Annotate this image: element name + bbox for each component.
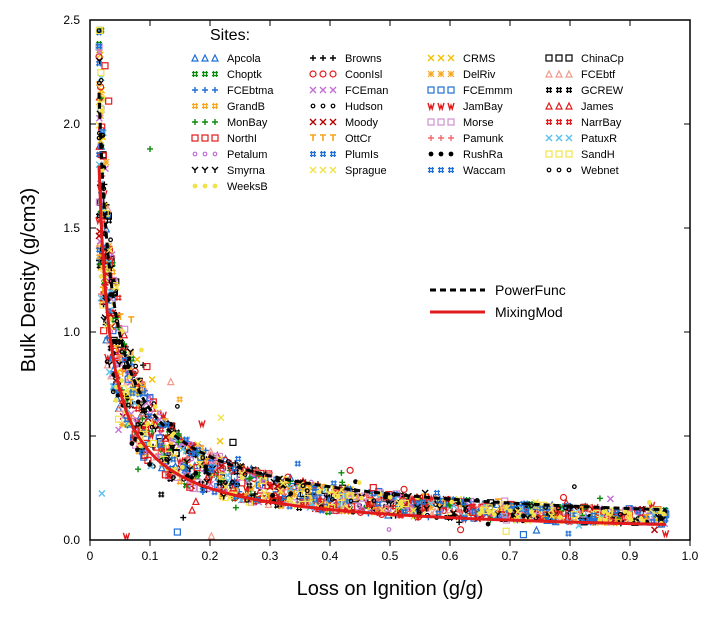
legend-item: JamBay — [428, 101, 503, 113]
sites-legend: Sites: Apcola Browns CRMS ChinaCp Choptk CoonI… — [192, 27, 624, 193]
legend-label: FCEbtma — [227, 85, 274, 97]
legend-label: Smyrna — [227, 165, 266, 177]
curve-legend: PowerFunc MixingMod — [430, 282, 566, 320]
legend-label: NorthI — [227, 133, 257, 145]
legend-item: ChinaCp — [546, 53, 624, 65]
legend-item: Choptk — [192, 69, 262, 81]
legend-label: Morse — [463, 117, 494, 129]
y-axis-title: Bulk Density (g/cm3) — [18, 188, 40, 373]
legend-item: FCEman — [310, 85, 388, 97]
legend-label: PatuxR — [581, 133, 617, 145]
legend-item: PlumIs — [310, 149, 379, 161]
legend-label: Waccam — [463, 165, 505, 177]
svg-text:0.8: 0.8 — [562, 549, 579, 563]
svg-text:0.2: 0.2 — [202, 549, 219, 563]
svg-text:0.6: 0.6 — [442, 549, 459, 563]
svg-text:2.0: 2.0 — [63, 117, 80, 131]
legend-label: RushRa — [463, 149, 504, 161]
legend-item: FCEbtf — [546, 69, 616, 81]
legend-label: WeeksB — [227, 181, 268, 193]
legend-label: Petalum — [227, 149, 267, 161]
legend-label: Sprague — [345, 165, 387, 177]
svg-text:0: 0 — [87, 549, 94, 563]
legend-item: Morse — [428, 117, 494, 129]
legend-label: GCREW — [581, 85, 624, 97]
legend-label: OttCr — [345, 133, 372, 145]
legend-label: Hudson — [345, 101, 383, 113]
legend-item: MonBay — [192, 117, 268, 129]
legend-label: ChinaCp — [581, 53, 624, 65]
legend-item: James — [546, 101, 614, 113]
svg-text:0.4: 0.4 — [322, 549, 339, 563]
legend-item: Apcola — [192, 53, 262, 65]
svg-text:0.1: 0.1 — [142, 549, 159, 563]
legend-item: CRMS — [428, 53, 495, 65]
legend-label: Pamunk — [463, 133, 504, 145]
legend-label: FCEmmm — [463, 85, 513, 97]
legend-item: Waccam — [428, 165, 505, 177]
svg-text:1.0: 1.0 — [63, 325, 80, 339]
legend-item: SandH — [546, 149, 615, 161]
svg-text:1.0: 1.0 — [682, 549, 699, 563]
x-axis-title: Loss on Ignition (g/g) — [297, 578, 484, 600]
legend-item: Webnet — [547, 165, 619, 177]
legend-label: Webnet — [581, 165, 619, 177]
legend-label: Browns — [345, 53, 382, 65]
legend-item: GCREW — [546, 85, 624, 97]
legend-label: CoonIsl — [345, 69, 382, 81]
legend-label: Apcola — [227, 53, 262, 65]
legend-item: Pamunk — [428, 133, 504, 145]
legend-title: Sites: — [210, 27, 250, 44]
legend-item: RushRa — [429, 149, 504, 161]
legend-item: CoonIsl — [310, 69, 382, 81]
svg-text:0.5: 0.5 — [382, 549, 399, 563]
svg-text:0.5: 0.5 — [63, 429, 80, 443]
legend-item: Sprague — [310, 165, 387, 177]
legend-item: Browns — [310, 53, 382, 65]
legend-label: Moody — [345, 117, 379, 129]
legend-item: Petalum — [193, 149, 267, 161]
legend-item: OttCr — [310, 133, 372, 145]
legend-label: DelRiv — [463, 69, 496, 81]
legend-item: GrandB — [192, 101, 265, 113]
legend-label: CRMS — [463, 53, 495, 65]
svg-text:0.9: 0.9 — [622, 549, 639, 563]
svg-text:0.7: 0.7 — [502, 549, 519, 563]
legend-label: James — [581, 101, 614, 113]
legend-label: FCEbtf — [581, 69, 616, 81]
svg-text:0.0: 0.0 — [63, 533, 80, 547]
legend-item: NarrBay — [546, 117, 622, 129]
legend-label: SandH — [581, 149, 615, 161]
chart-container: 0 0.1 0.2 0.3 0.4 0.5 0.6 0.7 0.8 0.9 1.0 0.0 0.5 1.0… — [0, 0, 709, 624]
legend-item: FCEbtma — [192, 85, 274, 97]
mixingmod-label: MixingMod — [495, 304, 563, 320]
legend-label: NarrBay — [581, 117, 622, 129]
legend-item: Moody — [310, 117, 379, 129]
legend-item: DelRiv — [428, 69, 496, 81]
legend-label: Choptk — [227, 69, 262, 81]
legend-item: PatuxR — [546, 133, 617, 145]
svg-text:0.3: 0.3 — [262, 549, 279, 563]
legend-label: GrandB — [227, 101, 265, 113]
svg-text:1.5: 1.5 — [63, 221, 80, 235]
legend-label: MonBay — [227, 117, 268, 129]
legend-label: JamBay — [463, 101, 503, 113]
legend-label: FCEman — [345, 85, 388, 97]
legend-item: Hudson — [311, 101, 383, 113]
powerfunc-label: PowerFunc — [495, 282, 566, 298]
legend-item: WeeksB — [193, 181, 268, 193]
legend-label: PlumIs — [345, 149, 379, 161]
legend-item: Smyrna — [192, 165, 266, 177]
legend-item: FCEmmm — [428, 85, 513, 97]
legend-item: NorthI — [192, 133, 257, 145]
scatter-chart: 0 0.1 0.2 0.3 0.4 0.5 0.6 0.7 0.8 0.9 1.0 0.0 0.5 1.0… — [0, 0, 709, 624]
svg-text:2.5: 2.5 — [63, 13, 80, 27]
